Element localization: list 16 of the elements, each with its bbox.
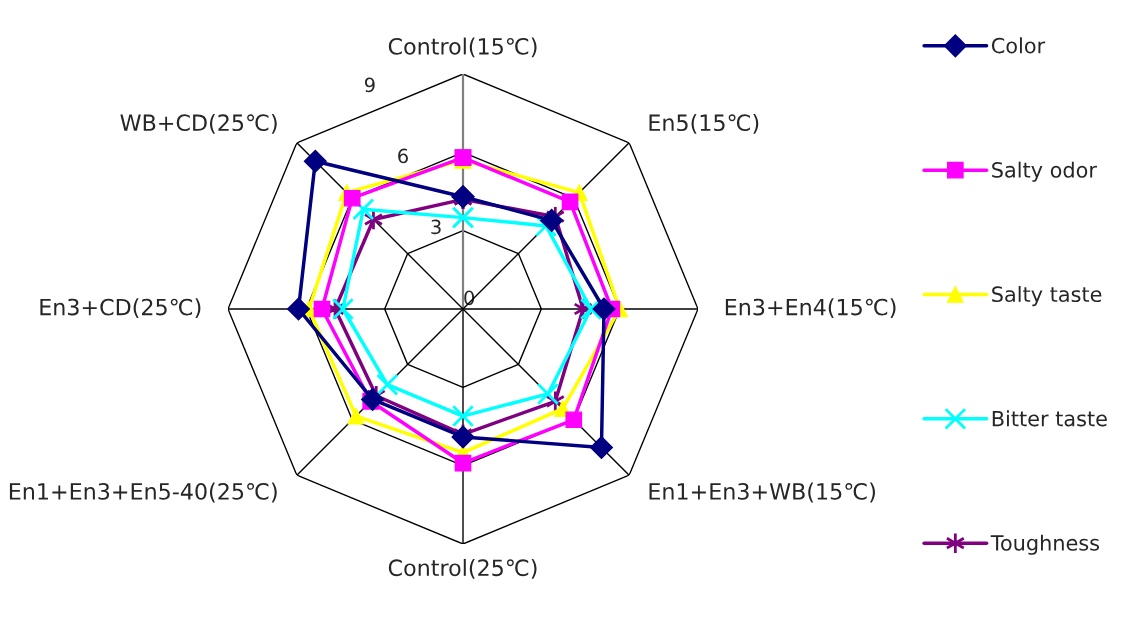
spoke-label: En1+En3+WB(15℃) (649, 482, 875, 503)
legend-label: Salty taste (992, 285, 1102, 307)
spoke-label: Control(15℃) (388, 37, 537, 58)
spoke-label: En3+En4(15℃) (725, 298, 896, 319)
y-tick-label: 6 (398, 148, 408, 164)
y-tick-label: 3 (431, 219, 441, 235)
y-tick-label: 9 (364, 77, 375, 93)
legend-label: Salty odor (992, 161, 1097, 182)
spoke-label: Control(25℃) (388, 558, 537, 579)
spoke-label: WB+CD(25℃) (120, 113, 277, 134)
spoke-label: En5(15℃) (649, 113, 759, 134)
legend-label: Color (991, 37, 1046, 54)
legend-label: Bitter taste (992, 410, 1107, 427)
spoke-label: En3+CD(25℃) (40, 298, 201, 319)
spoke-label: En1+En3+En5-40(25℃) (9, 482, 277, 503)
legend-label: Toughness (990, 534, 1100, 555)
